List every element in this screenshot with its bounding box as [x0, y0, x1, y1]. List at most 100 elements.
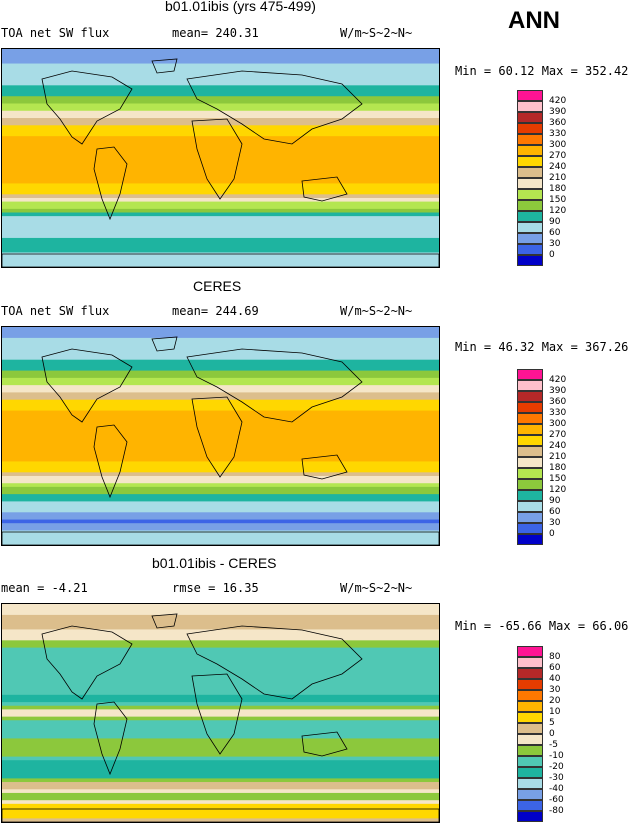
- map-band: [2, 803, 439, 809]
- map-band: [2, 792, 439, 798]
- legend-swatch: [517, 244, 543, 255]
- map-band: [2, 158, 439, 163]
- map-band: [2, 465, 439, 470]
- map-band: [2, 643, 439, 649]
- map-band: [2, 720, 439, 725]
- map-band: [2, 625, 439, 631]
- map-band: [2, 337, 439, 343]
- map-band: [2, 450, 439, 455]
- legend-label: 330: [549, 128, 567, 139]
- panel-2-mean-label: mean= 244.69: [172, 304, 259, 318]
- legend-label: -5: [549, 739, 558, 750]
- map-band: [2, 640, 439, 645]
- map-band: [2, 96, 439, 101]
- map-band: [2, 611, 439, 616]
- map-band: [2, 356, 439, 361]
- map-band: [2, 425, 439, 430]
- map-band: [2, 190, 439, 195]
- map-band: [2, 807, 439, 812]
- map-band: [2, 223, 439, 228]
- map-band: [2, 814, 439, 819]
- map-band: [2, 541, 439, 545]
- map-band: [2, 374, 439, 379]
- legend-swatch: [517, 391, 543, 402]
- map-band: [2, 417, 439, 423]
- map-band: [2, 523, 439, 528]
- map-band: [2, 118, 439, 123]
- map-band: [2, 468, 439, 473]
- map-band: [2, 490, 439, 495]
- map-band: [2, 457, 439, 463]
- map-band: [2, 698, 439, 703]
- legend-swatch: [517, 468, 543, 479]
- coastline: [151, 613, 178, 629]
- legend-swatch: [517, 479, 543, 490]
- map-band: [2, 245, 439, 250]
- map-band: [2, 88, 439, 94]
- legend-label: 60: [549, 506, 561, 517]
- legend-swatch: [517, 778, 543, 789]
- legend-label: 60: [549, 227, 561, 238]
- map-band: [2, 618, 439, 623]
- legend-swatch: [517, 701, 543, 712]
- map-band: [2, 752, 439, 758]
- map-band: [2, 132, 439, 137]
- map-band: [2, 428, 439, 433]
- map-band: [2, 479, 439, 484]
- map-band: [2, 388, 439, 393]
- legend-swatch: [517, 189, 543, 200]
- legend-swatch: [517, 123, 543, 134]
- map-band: [2, 636, 439, 641]
- coastline: [2, 531, 439, 545]
- legend-swatch: [517, 490, 543, 501]
- map-band: [2, 128, 439, 134]
- legend-swatch: [517, 679, 543, 690]
- panel-1-mean-label: mean= 240.31: [172, 26, 259, 40]
- panel-2-map: [1, 326, 440, 546]
- map-band: [2, 259, 439, 264]
- map-band: [2, 366, 439, 372]
- map-band: [2, 410, 439, 415]
- map-band: [2, 56, 439, 61]
- map-band: [2, 363, 439, 368]
- legend-label: 300: [549, 139, 567, 150]
- map-band: [2, 658, 439, 663]
- map-band: [2, 508, 439, 513]
- legend-swatch: [517, 369, 543, 380]
- legend-label: 40: [549, 673, 561, 684]
- map-band: [2, 345, 439, 350]
- coastline: [41, 348, 133, 423]
- map-band: [2, 248, 439, 254]
- map-band: [2, 534, 439, 539]
- map-band: [2, 734, 439, 740]
- panel-3-units-label: W/m~S~2~N~: [340, 581, 413, 595]
- legend-swatch: [517, 167, 543, 178]
- map-band: [2, 230, 439, 235]
- map-band: [2, 796, 439, 801]
- map-band: [2, 454, 439, 459]
- map-band: [2, 526, 439, 532]
- legend-label: -10: [549, 750, 564, 761]
- legend-swatch: [517, 402, 543, 413]
- map-band: [2, 774, 439, 779]
- map-band: [2, 216, 439, 221]
- map-band: [2, 227, 439, 232]
- map-band: [2, 800, 439, 805]
- map-band: [2, 633, 439, 638]
- map-band: [2, 352, 439, 357]
- legend-label: -40: [549, 783, 564, 794]
- legend-label: -60: [549, 794, 564, 805]
- map-band: [2, 392, 439, 397]
- legend-swatch: [517, 657, 543, 668]
- map-band: [2, 486, 439, 492]
- legend-label: 120: [549, 484, 567, 495]
- map-band: [2, 654, 439, 660]
- map-band: [2, 494, 439, 499]
- panel-3-title: b01.01ibis - CERES: [152, 555, 277, 571]
- map-band: [2, 512, 439, 517]
- panel-3-map: [1, 603, 440, 823]
- legend-label: 210: [549, 451, 567, 462]
- map-band: [2, 519, 439, 524]
- legend-label: 300: [549, 418, 567, 429]
- legend-label: 240: [549, 161, 567, 172]
